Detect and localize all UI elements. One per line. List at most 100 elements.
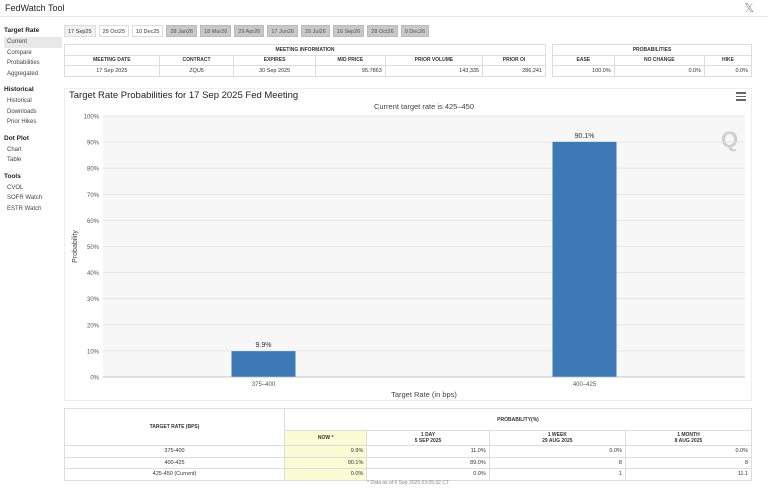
probability-cell: 0.0%: [624, 445, 753, 458]
sidebar-item-estr-watch[interactable]: ESTR Watch: [7, 205, 42, 212]
menu-icon[interactable]: [736, 92, 746, 101]
sub-header-1-week: 1 WEEK 29 AUG 2025: [488, 430, 626, 446]
tab-17-jun26[interactable]: 17 Jun26: [267, 25, 298, 37]
probability-cell: 11.0%: [366, 445, 490, 458]
sidebar-heading-target-rate: Target Rate: [4, 27, 40, 34]
tab-17-sep25[interactable]: 17 Sep25: [64, 25, 96, 37]
sidebar-item-table[interactable]: Table: [7, 157, 22, 163]
cell-prior-volume: 143,335: [384, 65, 484, 77]
cell-mid-price: 95.7863: [314, 65, 386, 77]
sub-header-line1: NOW *: [317, 435, 334, 441]
sidebar-item-chart[interactable]: Chart: [7, 146, 22, 153]
tab-16-sep26[interactable]: 16 Sep26: [332, 25, 365, 37]
tab-28-oct26[interactable]: 28 Oct26: [367, 25, 398, 37]
y-tick-label: 70%: [87, 193, 100, 199]
meeting-date-tabs: 17 Sep25 29 Oct25 10 Dec25 28 Jan26 18 Mar26…: [64, 25, 432, 37]
target-rate-cell: 400-425: [64, 456, 285, 469]
probability-cell: 8: [624, 456, 753, 469]
y-tick-label: 80%: [87, 167, 100, 173]
bar-400-425: [552, 141, 617, 377]
y-tick-label: 40%: [87, 271, 100, 277]
sub-header-line2: 5 SEP 2025: [414, 438, 442, 444]
meeting-info-table: MEETING INFORMATION MEETING DATE CONTRACT…: [64, 44, 546, 77]
sub-header-1-day: 1 DAY 5 SEP 2025: [366, 430, 490, 446]
col-hike: HIKE: [703, 54, 753, 66]
chart-container: Target Rate Probabilities for 17 Sep 202…: [64, 88, 752, 401]
data-timestamp-note: * Data as of 6 Sep 2025 03:05:32 CT: [367, 480, 449, 486]
probability-cell: 90.1%: [283, 456, 368, 469]
sub-header-line1: 1 DAY: [420, 432, 436, 438]
watermark-logo: Q: [721, 127, 738, 152]
col-contract: CONTRACT: [158, 54, 235, 66]
sidebar-item-historical[interactable]: Historical: [7, 98, 32, 104]
table-row: 375-400 9.9% 11.0% 0.0% 0.0%: [64, 445, 753, 458]
sidebar-item-compare[interactable]: Compare: [7, 49, 32, 56]
sidebar-heading-tools: Tools: [4, 172, 21, 180]
col-prior-oi: PRIOR OI: [482, 54, 546, 66]
col-no-change: NO CHANGE: [613, 54, 705, 66]
sub-header-line1: 1 WEEK: [547, 432, 567, 438]
col-ease: EASE: [552, 54, 615, 66]
close-icon[interactable]: 𝕏: [744, 1, 754, 15]
sidebar-item-downloads[interactable]: Downloads: [7, 108, 37, 115]
chart-subtitle: Current target rate is 425–450: [374, 102, 474, 111]
tab-28-jan26[interactable]: 28 Jan26: [166, 25, 198, 37]
probability-cell: 1: [488, 468, 626, 481]
tab-18-mar26[interactable]: 18 Mar26: [200, 25, 232, 37]
cell-prior-oi: 286,241: [482, 65, 546, 77]
probability-cell: 0.0%: [488, 445, 626, 458]
sub-header-line2: 29 AUG 2025: [542, 438, 573, 444]
col-mid-price: MID PRICE: [314, 54, 386, 66]
tab-10-dec25[interactable]: 10 Dec25: [131, 25, 164, 37]
table-row: 425-450 (Current) 0.0% 0.0% 1 11.1: [64, 468, 753, 481]
x-tick-label: 400–425: [573, 382, 597, 388]
col-meeting-date: MEETING DATE: [64, 54, 160, 66]
y-tick-label: 100%: [84, 115, 100, 121]
sidebar-item-sofr-watch[interactable]: SOFR Watch: [7, 195, 43, 201]
chart-title: Target Rate Probabilities for 17 Sep 202…: [69, 90, 299, 101]
cell-no-change: 0.0%: [613, 65, 705, 77]
probabilities-summary-table: PROBABILITIES EASE NO CHANGE HIKE 100.0% 0.…: [552, 44, 753, 77]
data-label: 90.1%: [575, 133, 595, 140]
probability-cell: 0.0%: [366, 468, 490, 481]
col-expires: EXPIRES: [233, 54, 316, 66]
target-rate-cell: 425-450 (Current): [64, 468, 285, 481]
y-tick-label: 20%: [87, 323, 100, 329]
app-title: FedWatch Tool: [5, 3, 65, 13]
probability-cell: 9.9%: [283, 445, 368, 458]
x-axis-title: Target Rate (in bps): [391, 390, 457, 399]
tab-9-dec26[interactable]: 9 Dec26: [400, 25, 430, 37]
tab-29-jul26[interactable]: 29 Jul26: [301, 25, 330, 37]
probability-cell: 8: [488, 456, 626, 469]
sub-header-1-month: 1 MONTH 8 AUG 2025: [624, 430, 753, 446]
sidebar-item-probabilities[interactable]: Probabilities: [7, 60, 40, 66]
y-tick-label: 60%: [87, 219, 100, 225]
cell-expires: 30 Sep 2025: [233, 65, 316, 77]
sidebar-heading-historical: Historical: [4, 86, 34, 93]
sidebar-item-prior-hikes[interactable]: Prior Hikes: [7, 119, 37, 125]
y-tick-label: 10%: [87, 349, 100, 355]
probability-cell: 11.1: [624, 468, 753, 481]
col-prior-volume: PRIOR VOLUME: [384, 54, 484, 66]
tab-29-apr26[interactable]: 29 Apr26: [234, 25, 265, 37]
y-tick-label: 90%: [87, 141, 100, 147]
sub-header-line1: 1 MONTH: [677, 432, 700, 438]
probability-table: TARGET RATE (BPS) PROBABILITY(%) NOW * 1 …: [64, 408, 753, 481]
y-axis-title: Probability: [72, 230, 79, 263]
sidebar: Target Rate Current Compare Probabilities Ag…: [4, 24, 62, 214]
sidebar-heading-dot-plot: Dot Plot: [4, 134, 29, 142]
tab-29-oct25[interactable]: 29 Oct25: [98, 25, 129, 37]
sidebar-item-current[interactable]: Current: [4, 37, 62, 48]
cell-hike: 0.0%: [703, 65, 753, 77]
cell-ease: 100.0%: [552, 65, 615, 77]
cell-meeting-date: 17 Sep 2025: [64, 65, 160, 77]
sidebar-item-aggregated[interactable]: Aggregated: [7, 70, 39, 77]
meeting-info-header: MEETING INFORMATION: [64, 44, 546, 56]
y-tick-label: 50%: [87, 245, 100, 251]
sidebar-item-cvol[interactable]: CVOL: [7, 184, 24, 191]
cell-contract: ZQU5: [158, 65, 235, 77]
x-tick-label: 375–400: [252, 382, 276, 388]
sub-header-line2: 8 AUG 2025: [674, 438, 703, 444]
table-row: 400-425 90.1% 89.0% 8 8: [64, 456, 753, 469]
title-bar: FedWatch Tool 𝕏: [0, 0, 768, 17]
